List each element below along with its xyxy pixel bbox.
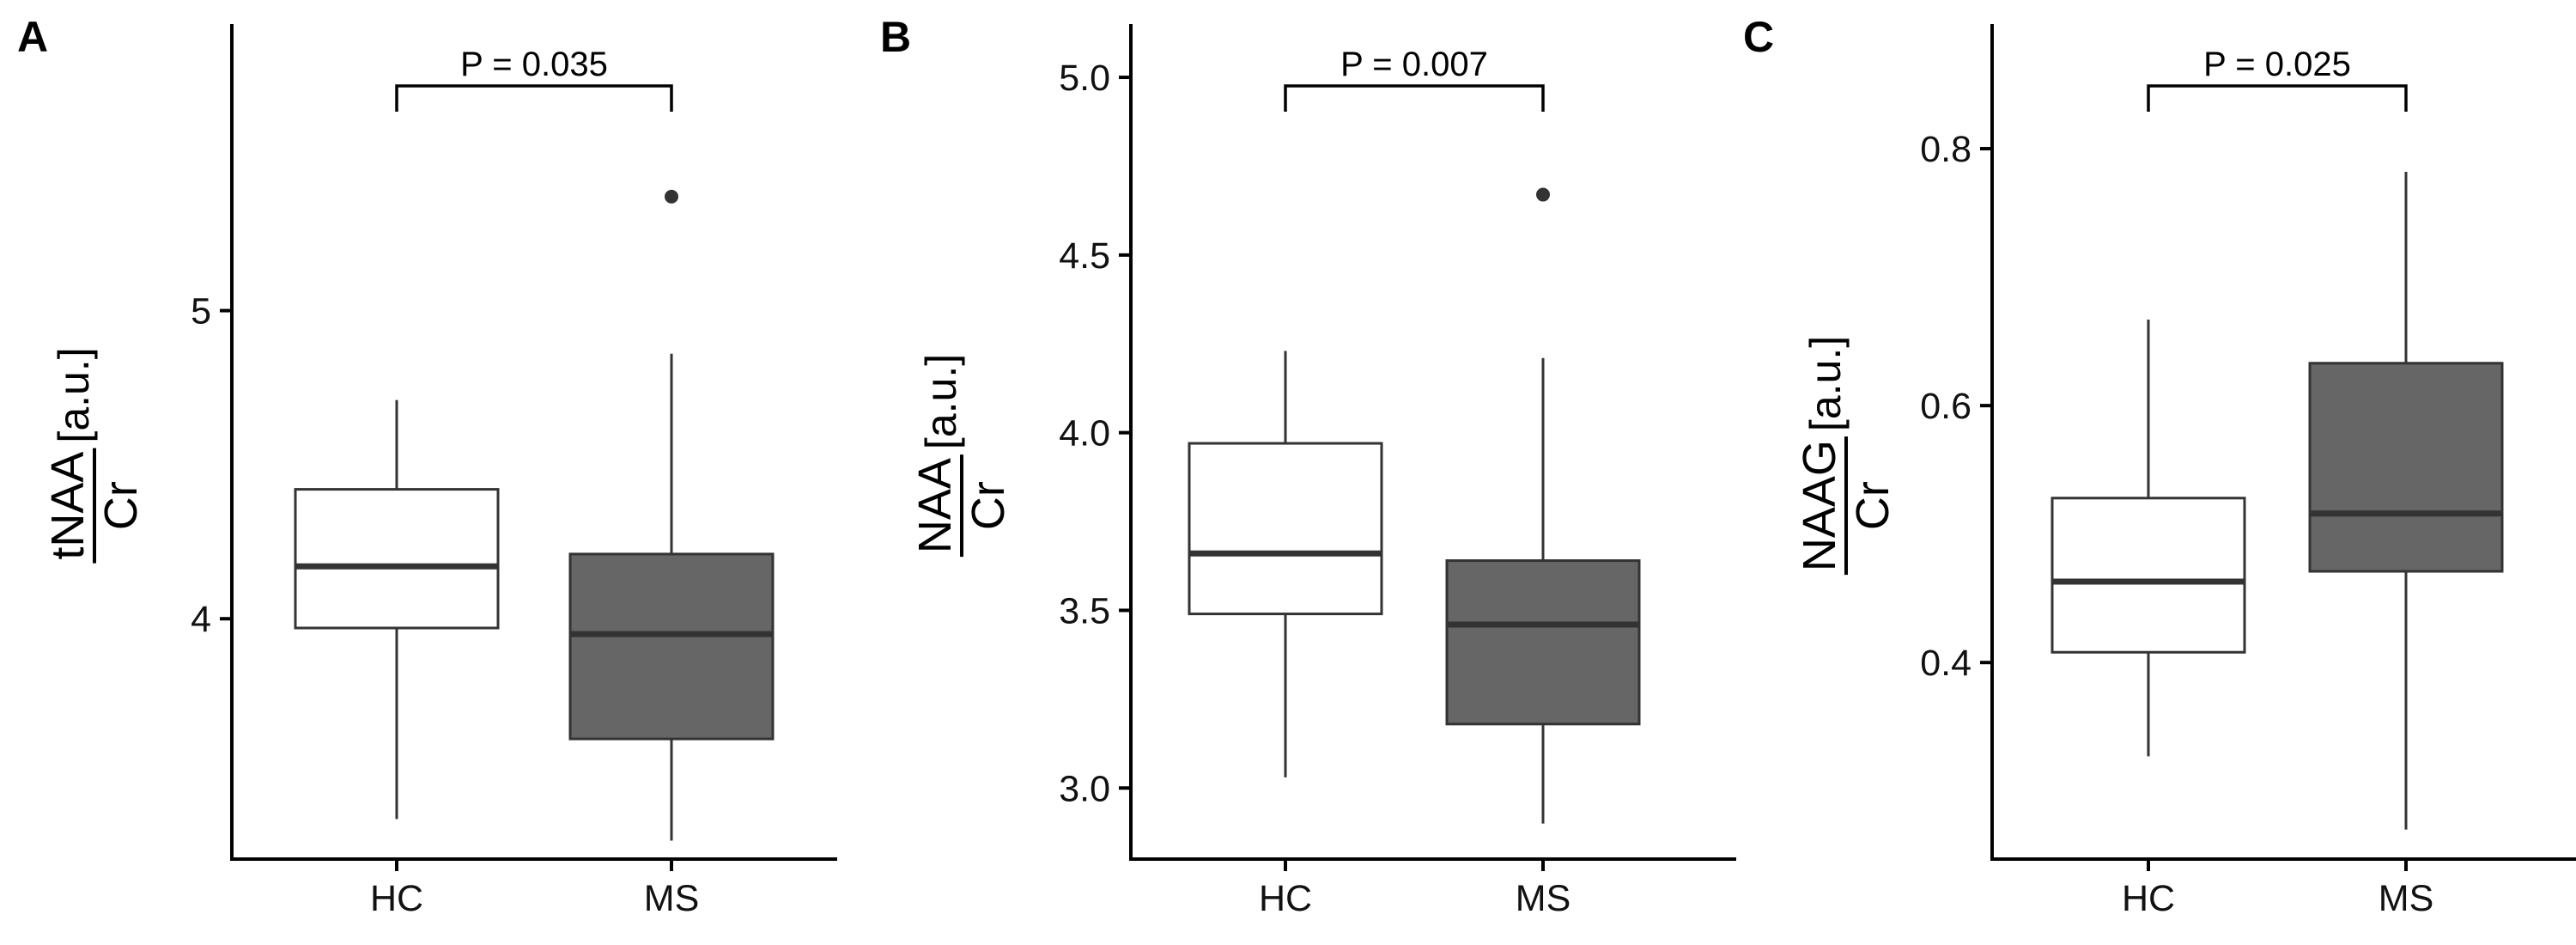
x-tick-label: MS bbox=[1516, 878, 1571, 919]
x-tick-label: HC bbox=[2122, 878, 2175, 919]
y-tick-label: 3.5 bbox=[1059, 590, 1110, 631]
box-hc bbox=[1188, 442, 1383, 616]
outlier-point bbox=[665, 189, 678, 204]
significance-bracket bbox=[1284, 84, 1545, 112]
x-tick-label: HC bbox=[1259, 878, 1312, 919]
y-tick-label: 0.4 bbox=[1920, 643, 1971, 684]
box-ms bbox=[568, 552, 775, 741]
panel-a: A tNAA Cr [a.u.] 4 5 HC MS P = 0.035 bbox=[0, 0, 859, 945]
y-tick-label: 4 bbox=[191, 599, 211, 640]
panel-c: C NAAG Cr [a.u.] 0.4 0.6 0.8 HC MS P = 0.025 bbox=[1717, 0, 2576, 945]
y-tick-label: 5.0 bbox=[1059, 58, 1110, 99]
significance-bracket bbox=[2147, 84, 2408, 112]
p-value-label: P = 0.007 bbox=[1340, 46, 1488, 83]
x-tick-label: MS bbox=[2379, 878, 2434, 919]
outlier-point bbox=[1536, 187, 1550, 202]
box-hc bbox=[294, 488, 500, 630]
y-tick-label: 0.6 bbox=[1920, 386, 1971, 427]
p-value-label: P = 0.035 bbox=[460, 46, 608, 83]
panel-label-c: C bbox=[1743, 13, 1775, 61]
y-tick-label: 5 bbox=[191, 291, 211, 332]
y-tick-label: 0.8 bbox=[1920, 129, 1971, 170]
box-plot-b: 3.0 3.5 4.0 4.5 5.0 HC MS P = 0.007 bbox=[1059, 24, 1736, 919]
y-tick-label: 4.5 bbox=[1059, 235, 1110, 277]
box-ms bbox=[1445, 559, 1641, 726]
significance-bracket bbox=[395, 84, 673, 112]
y-tick-label: 4.0 bbox=[1059, 413, 1110, 454]
panel-label-b: B bbox=[880, 13, 912, 61]
x-tick-label: MS bbox=[644, 878, 700, 919]
box-hc bbox=[2050, 497, 2246, 654]
x-tick-label: HC bbox=[370, 878, 423, 919]
y-tick-label: 3.0 bbox=[1059, 768, 1110, 809]
box-ms bbox=[2308, 362, 2504, 573]
panel-b: B NAA Cr [a.u.] 3.0 3.5 4.0 4.5 5.0 HC MS P = 0… bbox=[859, 0, 1760, 945]
box-plot-a: 4 5 HC MS P = 0.035 bbox=[191, 24, 837, 919]
p-value-label: P = 0.025 bbox=[2203, 46, 2351, 83]
box-plot-c: 0.4 0.6 0.8 HC MS P = 0.025 bbox=[1920, 24, 2576, 919]
panel-label-a: A bbox=[17, 13, 49, 61]
